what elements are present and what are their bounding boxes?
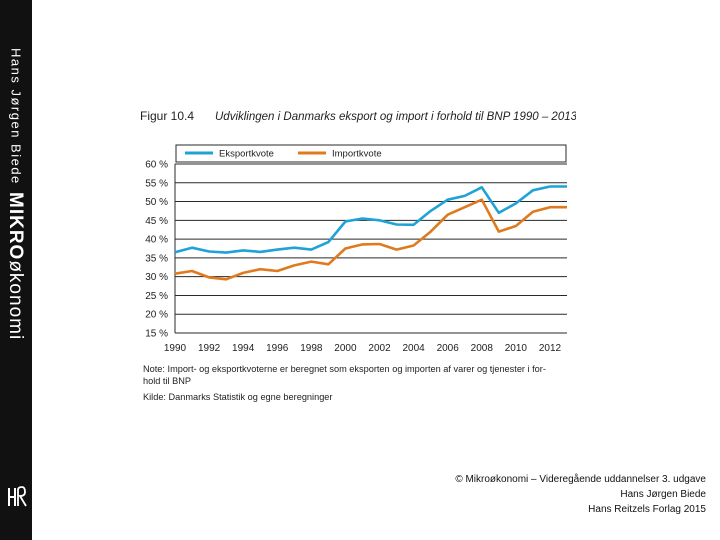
x-tick-label: 2002 xyxy=(368,343,391,354)
x-tick-label: 2010 xyxy=(505,343,528,354)
sidebar-book-branding: Hans Jørgen Biede MIKROøkonomi xyxy=(5,48,26,340)
legend-box xyxy=(175,144,567,163)
y-tick-label: 25 % xyxy=(145,291,168,302)
x-tick-label: 1992 xyxy=(198,343,221,354)
y-tick-label: 55 % xyxy=(145,178,168,189)
x-tick-label: 1996 xyxy=(266,343,289,354)
x-tick-label: 2006 xyxy=(437,343,460,354)
y-tick-label: 50 % xyxy=(145,197,168,208)
series-line-export xyxy=(174,185,567,254)
chart-title: Udviklingen i Danmarks eksport og import… xyxy=(215,111,576,123)
figure-label: Figur 10.4 xyxy=(140,109,194,123)
x-tick-label: 2008 xyxy=(471,343,494,354)
x-tick-label: 1994 xyxy=(232,343,255,354)
y-tick-label: 35 % xyxy=(145,253,168,264)
legend-label-export: Eksportkvote xyxy=(219,149,274,160)
svg-text:MIKROøkonomi: MIKROøkonomi xyxy=(5,192,26,340)
x-tick-label: 2000 xyxy=(334,343,357,354)
x-tick-label: 1990 xyxy=(164,343,187,354)
credit-publisher: Hans Reitzels Forlag 2015 xyxy=(588,504,706,515)
credit-author: Hans Jørgen Biede xyxy=(620,489,706,500)
credit-copyright: © Mikroøkonomi – Videregående uddannelse… xyxy=(455,474,706,485)
sidebar: Hans Jørgen Biede MIKROøkonomi xyxy=(0,0,32,540)
y-tick-label: 45 % xyxy=(145,216,168,227)
series-line-import xyxy=(174,198,567,281)
legend-label-import: Importkvote xyxy=(332,149,382,160)
x-tick-label: 2012 xyxy=(539,343,562,354)
sidebar-title-bold: MIKRO xyxy=(5,192,26,260)
y-tick-label: 30 % xyxy=(145,272,168,283)
y-tick-label: 15 % xyxy=(145,329,168,340)
sidebar-title-rest: økonomi xyxy=(5,260,26,340)
source-line: Kilde: Danmarks Statistik og egne beregn… xyxy=(143,392,333,402)
y-tick-label: 60 % xyxy=(145,160,168,171)
chart-note: Note: Import- og eksportkvoterne er bere… xyxy=(143,363,588,403)
y-tick-label: 20 % xyxy=(145,310,168,321)
hr-publisher-logo-icon xyxy=(8,486,27,507)
chart: Figur 10.4 Udviklingen i Danmarks ekspor… xyxy=(140,109,576,354)
x-tick-label: 1998 xyxy=(300,343,323,354)
y-tick-label: 40 % xyxy=(145,235,168,246)
sidebar-author: Hans Jørgen Biede xyxy=(9,48,24,185)
x-tick-label: 2004 xyxy=(402,343,425,354)
note-line-2: hold til BNP xyxy=(143,376,192,386)
note-line-1: Note: Import- og eksportkvoterne er bere… xyxy=(143,364,546,374)
